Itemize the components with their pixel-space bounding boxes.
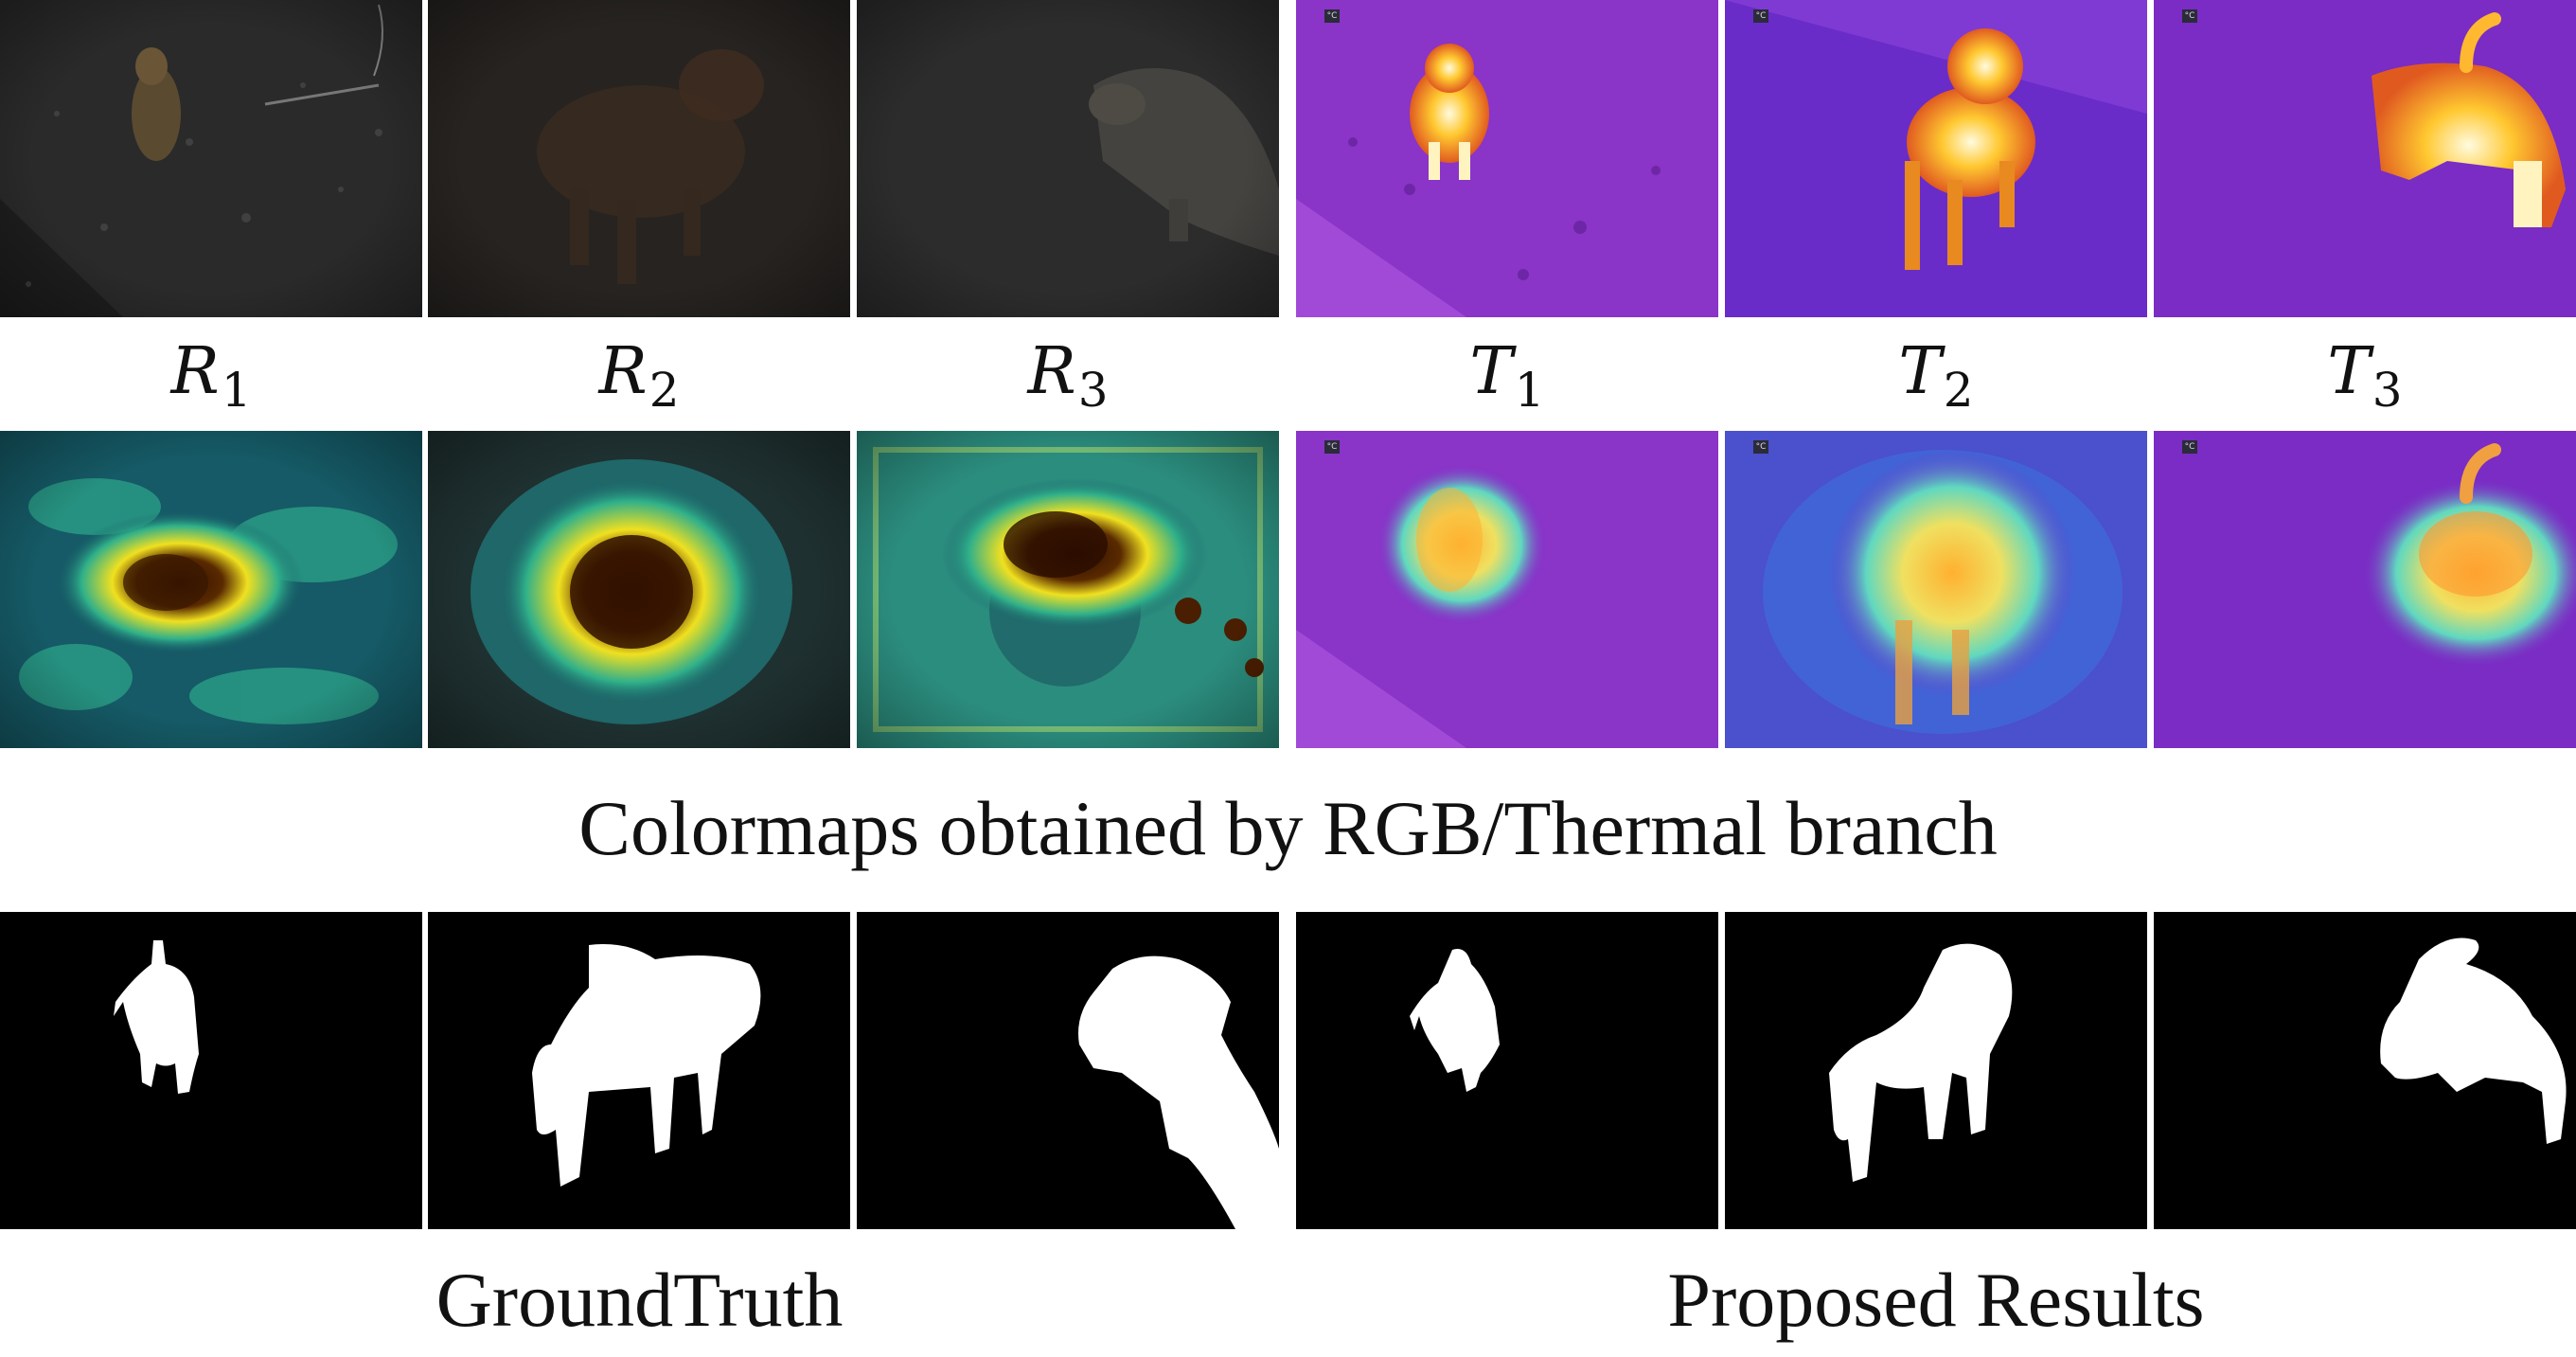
label-r1: R1	[170, 334, 252, 418]
rgb-image-3	[857, 0, 1279, 317]
label-t1: T1	[1469, 334, 1545, 418]
proposed-results-caption: Proposed Results	[1667, 1257, 2205, 1343]
ground-truth-caption: GroundTruth	[435, 1257, 844, 1343]
thermal-unit-badge: °C	[1753, 440, 1768, 454]
colormaps-caption: Colormaps obtained by RGB/Thermal branch	[578, 785, 1998, 871]
proposed-mask-1	[1296, 912, 1718, 1229]
label-t2: T2	[1898, 334, 1974, 418]
ground-truth-mask-1	[0, 912, 422, 1229]
rgb-colormap-3	[857, 431, 1279, 748]
rgb-image-2	[428, 0, 850, 317]
thermal-image-2: °C	[1725, 0, 2147, 317]
label-t3: T3	[2327, 334, 2403, 418]
label-r2: R2	[598, 334, 680, 418]
thermal-image-3: °C	[2154, 0, 2576, 317]
ground-truth-mask-3	[857, 912, 1279, 1229]
proposed-mask-3	[2154, 912, 2576, 1229]
thermal-colormap-2: °C	[1725, 431, 2147, 748]
thermal-image-1: °C	[1296, 0, 1718, 317]
rgb-image-1	[0, 0, 422, 317]
proposed-mask-2	[1725, 912, 2147, 1229]
rgb-colormap-1	[0, 431, 422, 748]
ground-truth-mask-2	[428, 912, 850, 1229]
thermal-unit-badge: °C	[2182, 9, 2197, 23]
thermal-colormap-1: °C	[1296, 431, 1718, 748]
thermal-colormap-3: °C	[2154, 431, 2576, 748]
rgb-colormap-2	[428, 431, 850, 748]
thermal-unit-badge: °C	[1324, 440, 1340, 454]
thermal-unit-badge: °C	[1324, 9, 1340, 23]
label-r3: R3	[1027, 334, 1109, 418]
thermal-unit-badge: °C	[1753, 9, 1768, 23]
thermal-unit-badge: °C	[2182, 440, 2197, 454]
